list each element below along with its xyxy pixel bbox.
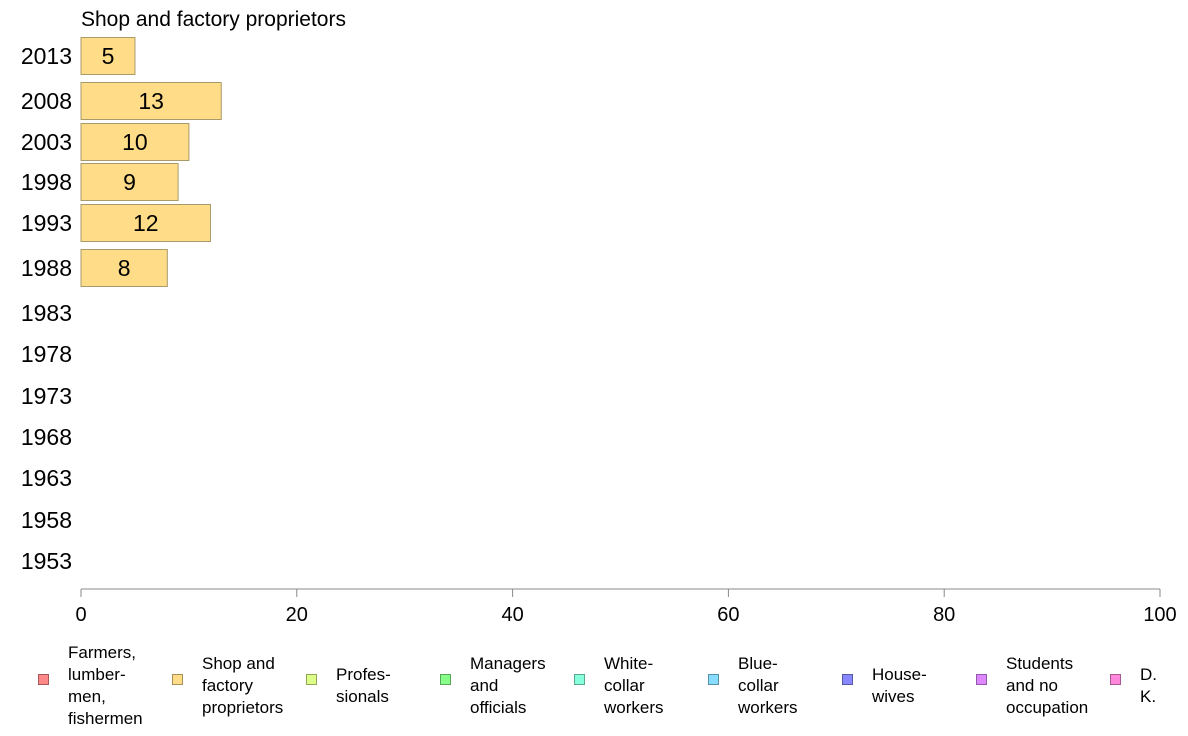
legend-swatch xyxy=(306,674,317,685)
bar-value-label: 12 xyxy=(133,210,159,236)
legend-label: Shop and factory proprietors xyxy=(202,654,284,717)
y-tick-label: 1978 xyxy=(21,341,72,367)
bars-group: 5 13 10 9 128 xyxy=(80,37,222,287)
y-tick-label: 1963 xyxy=(21,465,72,491)
y-tick-label: 1973 xyxy=(21,383,72,409)
legend-label: House- wives xyxy=(872,665,927,706)
chart-title: Shop and factory proprietors xyxy=(81,8,346,31)
legend-swatch xyxy=(440,674,451,685)
legend-label: Managers and officials xyxy=(470,654,546,717)
legend-swatch xyxy=(842,674,853,685)
x-tick-label: 40 xyxy=(501,604,523,626)
bar xyxy=(80,249,168,287)
x-tick-label: 20 xyxy=(286,604,308,626)
legend-label: D. K. xyxy=(1140,665,1157,706)
bar-chart: Shop and factory proprietors 5 13 10 9 128 2… xyxy=(21,8,1177,626)
y-tick-label: 1953 xyxy=(21,548,72,574)
legend-swatch xyxy=(1110,674,1121,685)
legend-swatch xyxy=(172,674,183,685)
bar xyxy=(80,163,179,201)
legend-label: Profes- sionals xyxy=(336,665,391,706)
y-tick-label: 1958 xyxy=(21,507,72,533)
y-axis-tick-labels: 2013 2008 2003 1998 1993 1988 1983 1978 1973 1968… xyxy=(21,43,72,574)
legend-label: Blue-collar workers xyxy=(738,654,798,717)
y-tick-label: 1988 xyxy=(21,255,72,281)
legend-label: White- collar workers xyxy=(604,654,664,717)
bar xyxy=(80,123,190,161)
y-tick-label: 2003 xyxy=(21,129,72,155)
legend-swatch xyxy=(574,674,585,685)
y-tick-label: 1968 xyxy=(21,424,72,450)
y-tick-label: 2008 xyxy=(21,88,72,114)
bar-value-label: 9 xyxy=(123,169,136,195)
y-tick-label: 1983 xyxy=(21,300,72,326)
bar xyxy=(80,37,136,75)
legend-label: Students and no occupation xyxy=(1006,654,1089,717)
x-tick-label: 100 xyxy=(1143,604,1176,626)
bar xyxy=(80,204,211,242)
legend: Farmers, lumber- men, fishermen Shop and … xyxy=(0,643,1188,728)
y-tick-label: 2013 xyxy=(21,43,72,69)
bar-value-label: 10 xyxy=(122,129,148,155)
legend-label: Farmers, lumber- men, fishermen xyxy=(68,643,143,728)
y-tick-label: 1998 xyxy=(21,169,72,195)
y-tick-label: 1993 xyxy=(21,210,72,236)
bar-value-label: 13 xyxy=(138,88,164,114)
x-tick-label: 80 xyxy=(933,604,955,626)
legend-swatch xyxy=(708,674,719,685)
x-tick-label: 60 xyxy=(717,604,739,626)
bar-value-label: 5 xyxy=(102,43,115,69)
bar xyxy=(80,82,222,120)
x-axis-ticks: 0 20 40 60 80 100 xyxy=(75,589,1177,626)
x-tick-label: 0 xyxy=(75,604,86,626)
legend-swatch xyxy=(976,674,987,685)
bar-value-label: 8 xyxy=(118,255,131,281)
legend-swatch xyxy=(38,674,49,685)
